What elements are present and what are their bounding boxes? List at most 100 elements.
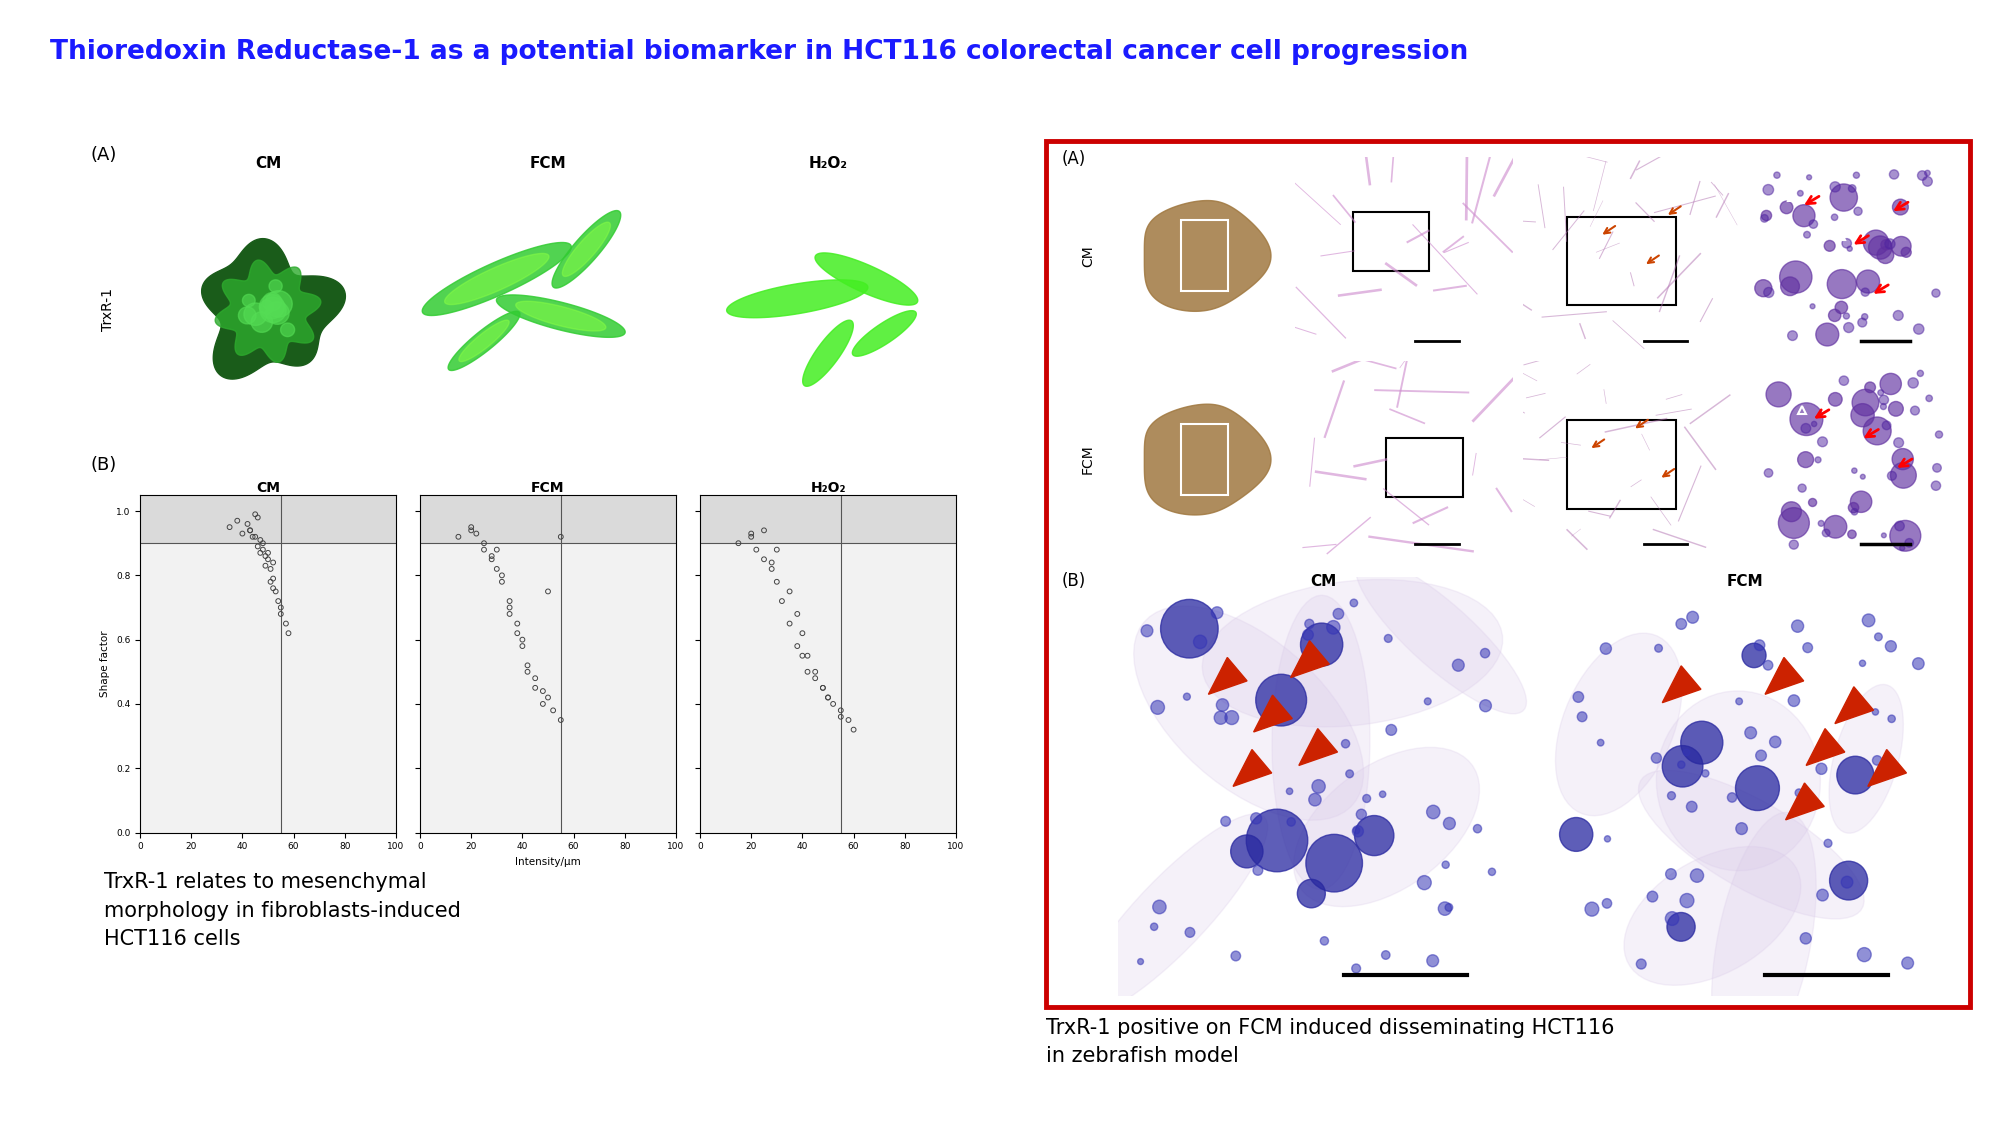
Circle shape (1686, 611, 1698, 623)
Circle shape (1856, 270, 1880, 292)
Circle shape (1860, 660, 1866, 666)
Point (236, 528, 268, 546)
Bar (1386, 438, 1462, 497)
Point (442, 528, 474, 546)
Polygon shape (1786, 783, 1824, 820)
Circle shape (1854, 172, 1860, 178)
Text: CM: CM (1080, 245, 1096, 267)
Circle shape (1780, 277, 1800, 296)
Circle shape (1426, 806, 1440, 819)
Polygon shape (852, 310, 916, 357)
Circle shape (1442, 861, 1450, 868)
Circle shape (1444, 818, 1456, 829)
Y-axis label: Shape factor: Shape factor (100, 630, 110, 698)
Circle shape (1246, 809, 1308, 872)
Polygon shape (260, 297, 286, 323)
Circle shape (1384, 634, 1392, 642)
Point (456, 519, 488, 537)
Circle shape (1848, 503, 1858, 513)
Bar (1182, 220, 1228, 291)
Circle shape (1306, 835, 1362, 892)
Point (532, 583, 564, 601)
Circle shape (1250, 812, 1262, 824)
Circle shape (1840, 376, 1848, 386)
Circle shape (1764, 469, 1772, 477)
Polygon shape (1074, 813, 1268, 1016)
Point (234, 521, 266, 539)
Circle shape (1790, 403, 1822, 435)
Circle shape (1666, 868, 1676, 880)
Circle shape (1878, 389, 1884, 396)
Circle shape (1764, 184, 1774, 195)
Circle shape (1666, 912, 1696, 942)
Circle shape (1822, 529, 1830, 537)
Circle shape (1888, 716, 1896, 722)
Circle shape (1810, 304, 1816, 308)
Circle shape (1926, 395, 1932, 402)
Point (252, 550, 284, 568)
Point (520, 669, 552, 687)
Circle shape (1690, 868, 1704, 882)
Circle shape (1308, 793, 1322, 806)
Point (544, 528, 576, 546)
Point (262, 592, 294, 610)
Circle shape (1252, 865, 1262, 875)
Point (254, 560, 286, 578)
Circle shape (1654, 645, 1662, 652)
Circle shape (1736, 698, 1742, 704)
Circle shape (1602, 899, 1612, 908)
Circle shape (1824, 839, 1832, 847)
Circle shape (1560, 818, 1592, 852)
Circle shape (1304, 619, 1314, 629)
Point (520, 678, 552, 696)
Circle shape (1824, 515, 1846, 538)
Point (800, 669, 832, 687)
Circle shape (1452, 659, 1464, 672)
Circle shape (1362, 794, 1370, 802)
Circle shape (1160, 600, 1218, 658)
Point (786, 647, 818, 665)
Circle shape (1912, 658, 1924, 669)
Circle shape (1836, 302, 1848, 314)
Circle shape (1380, 791, 1386, 798)
Circle shape (1302, 629, 1314, 640)
Point (774, 614, 806, 632)
Circle shape (1858, 947, 1872, 962)
Circle shape (1932, 482, 1940, 490)
Polygon shape (1766, 657, 1804, 694)
Point (760, 573, 792, 591)
Title: H₂O₂: H₂O₂ (810, 482, 846, 495)
Circle shape (1848, 184, 1856, 192)
Title: FCM: FCM (532, 482, 564, 495)
Circle shape (1936, 431, 1942, 438)
Polygon shape (458, 321, 510, 361)
Point (800, 663, 832, 681)
Circle shape (1774, 172, 1780, 178)
Circle shape (1932, 464, 1942, 472)
Bar (1568, 420, 1676, 508)
Circle shape (1880, 395, 1888, 405)
Point (512, 663, 544, 681)
Text: Thioredoxin Reductase-1 as a potential biomarker in HCT116 colorectal cancer cel: Thioredoxin Reductase-1 as a potential b… (50, 39, 1468, 65)
Circle shape (1780, 201, 1792, 214)
Circle shape (1766, 381, 1792, 407)
Circle shape (1932, 289, 1940, 297)
Polygon shape (1624, 847, 1800, 986)
Circle shape (1878, 246, 1894, 263)
Circle shape (1152, 900, 1166, 914)
Point (494, 605, 526, 623)
Circle shape (1352, 964, 1360, 973)
Text: FCM: FCM (1726, 574, 1762, 588)
Circle shape (1908, 378, 1918, 388)
Point (494, 598, 526, 616)
Circle shape (1762, 210, 1772, 220)
Circle shape (1764, 287, 1774, 297)
Circle shape (1780, 261, 1812, 294)
Bar (1182, 424, 1228, 495)
Circle shape (1894, 310, 1904, 321)
Circle shape (1894, 438, 1904, 448)
Circle shape (1286, 788, 1292, 794)
Point (476, 550, 508, 568)
Circle shape (1830, 862, 1868, 900)
Polygon shape (562, 222, 610, 277)
